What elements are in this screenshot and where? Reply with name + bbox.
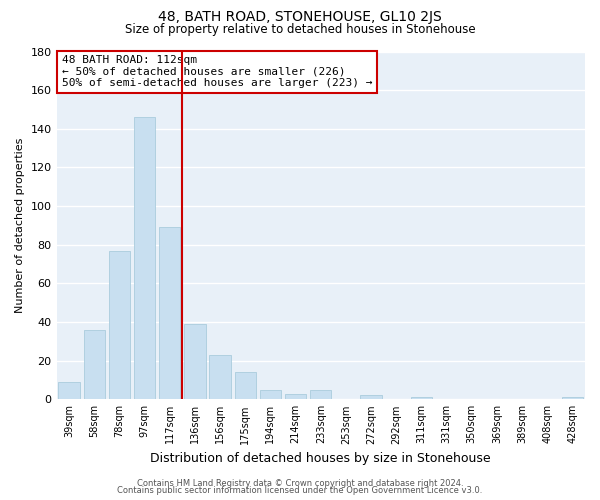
X-axis label: Distribution of detached houses by size in Stonehouse: Distribution of detached houses by size … <box>151 452 491 465</box>
Bar <box>562 398 583 400</box>
Text: Size of property relative to detached houses in Stonehouse: Size of property relative to detached ho… <box>125 22 475 36</box>
Text: Contains HM Land Registry data © Crown copyright and database right 2024.: Contains HM Land Registry data © Crown c… <box>137 478 463 488</box>
Text: 48, BATH ROAD, STONEHOUSE, GL10 2JS: 48, BATH ROAD, STONEHOUSE, GL10 2JS <box>158 10 442 24</box>
Text: 48 BATH ROAD: 112sqm
← 50% of detached houses are smaller (226)
50% of semi-deta: 48 BATH ROAD: 112sqm ← 50% of detached h… <box>62 55 373 88</box>
Bar <box>235 372 256 400</box>
Bar <box>411 398 432 400</box>
Text: Contains public sector information licensed under the Open Government Licence v3: Contains public sector information licen… <box>118 486 482 495</box>
Bar <box>134 117 155 400</box>
Bar <box>83 330 105 400</box>
Bar <box>285 394 307 400</box>
Bar <box>361 396 382 400</box>
Bar <box>310 390 331 400</box>
Bar <box>159 228 181 400</box>
Bar <box>184 324 206 400</box>
Bar <box>209 355 231 400</box>
Bar <box>58 382 80 400</box>
Bar <box>109 250 130 400</box>
Bar <box>260 390 281 400</box>
Y-axis label: Number of detached properties: Number of detached properties <box>15 138 25 313</box>
